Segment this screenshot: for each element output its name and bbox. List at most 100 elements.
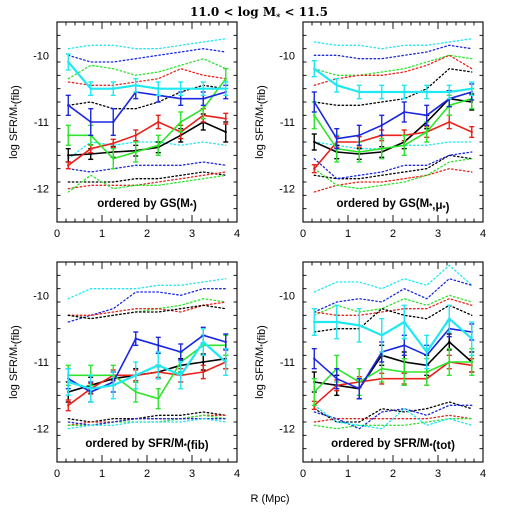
data-point: [380, 124, 383, 127]
data-point: [425, 90, 428, 94]
y-tick-label: -11: [34, 357, 49, 369]
series-line-blue: [67, 334, 227, 393]
x-tick-label: 0: [54, 228, 60, 240]
data-point: [202, 370, 205, 374]
data-point: [134, 374, 137, 377]
data-point: [470, 360, 473, 364]
data-point: [112, 142, 115, 145]
dotted-bound-cyan: [67, 418, 227, 430]
data-point: [157, 344, 160, 347]
dotted-bound-green: [67, 174, 227, 193]
x-tick-label: 1: [99, 468, 105, 480]
data-point: [134, 134, 137, 137]
x-tick-label: 1: [99, 228, 105, 240]
data-point: [67, 154, 70, 157]
dotted-bound-cyan: [67, 278, 227, 300]
data-point: [202, 340, 205, 344]
y-tick-label: -11: [34, 117, 49, 129]
series-line-blue: [67, 91, 227, 123]
x-tick-label: 1: [345, 468, 351, 480]
series-line-green: [313, 97, 473, 153]
data-point: [358, 90, 361, 94]
y-axis-label: log SFR/M*(fib): [8, 85, 22, 159]
x-tick-label: 2: [144, 228, 150, 240]
data-point: [403, 320, 406, 324]
data-point: [335, 320, 338, 324]
data-point: [224, 77, 227, 80]
x-tick-label: 3: [435, 468, 441, 480]
data-point: [202, 97, 205, 100]
data-point: [358, 324, 361, 327]
data-point: [157, 87, 160, 90]
data-point: [403, 344, 406, 347]
y-tick-label: -10: [279, 290, 295, 302]
chart-panel-2: 0 1 2 3 4 -10 -11 -12 log SFR/M*(fib) ordered by …: [254, 21, 486, 240]
data-point: [67, 134, 70, 137]
series-cyan: [65, 327, 229, 403]
data-point: [425, 130, 428, 134]
data-point: [448, 340, 451, 344]
panel-annotation: ordered by SFR/M*(tot): [331, 438, 455, 452]
data-point: [157, 364, 160, 367]
data-point: [425, 114, 428, 117]
data-point: [403, 370, 406, 374]
chart-panel-4: 0 1 2 3 4 -10 -11 -12 log SFR/M*(fib) ordered by …: [254, 261, 486, 480]
panel-annotation: ordered by GS(M*,μ*): [337, 198, 450, 214]
data-point: [134, 337, 137, 340]
dotted-bound-blue: [67, 288, 227, 323]
data-point: [89, 387, 92, 390]
data-point: [448, 317, 451, 320]
data-point: [67, 60, 70, 64]
x-tick-label: 4: [234, 468, 240, 480]
data-point: [67, 404, 70, 407]
series-line-cyan: [67, 61, 226, 90]
x-axis-label: R (Mpc): [250, 493, 289, 505]
data-point: [89, 147, 92, 150]
data-point: [179, 350, 182, 354]
series-line-blue: [313, 327, 472, 390]
x-tick-label: 0: [54, 468, 60, 480]
y-tick-label: -11: [280, 357, 295, 369]
data-point: [470, 87, 473, 90]
dotted-bound-black: [313, 304, 473, 333]
x-tick-label: 3: [189, 228, 195, 240]
data-point: [134, 150, 137, 154]
series-line-red: [67, 114, 226, 166]
data-point: [470, 130, 473, 134]
data-point: [358, 150, 361, 154]
y-tick-label: -12: [33, 424, 49, 436]
data-point: [179, 374, 182, 377]
data-point: [313, 357, 316, 360]
dotted-bound-black: [67, 171, 227, 183]
data-point: [448, 360, 451, 364]
data-point: [448, 120, 451, 124]
data-point: [313, 320, 316, 324]
y-tick-label: -10: [33, 50, 49, 62]
series-line-black: [68, 121, 227, 157]
data-point: [313, 67, 316, 70]
data-point: [358, 134, 361, 137]
plot-frame: [56, 21, 238, 223]
chart-panel-1: 0 1 2 3 4 -10 -11 -12 log SFR/M*(fib) ordered by …: [8, 21, 240, 240]
data-point: [67, 164, 70, 167]
dotted-bound-green: [313, 54, 473, 76]
data-point: [89, 87, 92, 90]
x-tick-label: 3: [435, 228, 441, 240]
x-tick-label: 4: [480, 228, 486, 240]
dotted-bound-green: [67, 58, 227, 80]
data-point: [112, 384, 115, 387]
data-point: [380, 147, 383, 150]
y-axis-label: log SFR/M*(fib): [8, 325, 22, 399]
data-point: [67, 380, 70, 384]
series-line-blue: [313, 91, 473, 140]
data-point: [224, 130, 227, 134]
x-tick-label: 1: [345, 228, 351, 240]
dotted-bound-red: [67, 301, 227, 316]
data-point: [157, 144, 160, 147]
data-point: [380, 334, 383, 337]
dotted-bound-black: [67, 411, 227, 423]
dotted-bound-green: [313, 294, 473, 316]
data-point: [112, 157, 115, 160]
y-tick-label: -12: [33, 184, 49, 196]
